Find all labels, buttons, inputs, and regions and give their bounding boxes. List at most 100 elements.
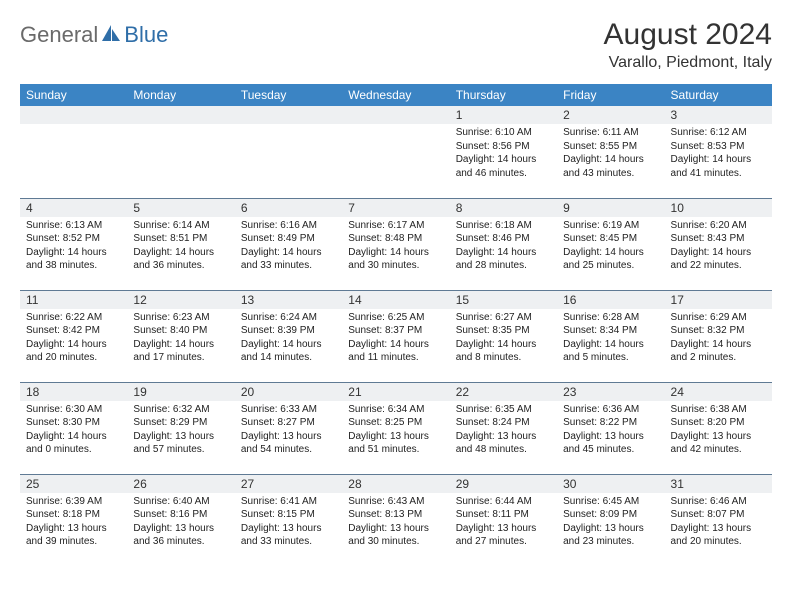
sunset-line: Sunset: 8:39 PM: [241, 324, 336, 338]
calendar-cell: 13Sunrise: 6:24 AMSunset: 8:39 PMDayligh…: [235, 290, 342, 382]
sunset-line: Sunset: 8:42 PM: [26, 324, 121, 338]
day-info: Sunrise: 6:19 AMSunset: 8:45 PMDaylight:…: [557, 217, 664, 275]
day-info: Sunrise: 6:33 AMSunset: 8:27 PMDaylight:…: [235, 401, 342, 459]
sunset-line: Sunset: 8:25 PM: [348, 416, 443, 430]
calendar-cell: 24Sunrise: 6:38 AMSunset: 8:20 PMDayligh…: [665, 382, 772, 474]
day-info: Sunrise: 6:13 AMSunset: 8:52 PMDaylight:…: [20, 217, 127, 275]
daylight-line: Daylight: 14 hours and 0 minutes.: [26, 430, 121, 457]
sunset-line: Sunset: 8:40 PM: [133, 324, 228, 338]
sunset-line: Sunset: 8:48 PM: [348, 232, 443, 246]
sunset-line: Sunset: 8:20 PM: [671, 416, 766, 430]
sunset-line: Sunset: 8:24 PM: [456, 416, 551, 430]
sail-icon: [100, 23, 122, 48]
day-info: Sunrise: 6:34 AMSunset: 8:25 PMDaylight:…: [342, 401, 449, 459]
sunrise-line: Sunrise: 6:33 AM: [241, 403, 336, 417]
calendar-cell: 8Sunrise: 6:18 AMSunset: 8:46 PMDaylight…: [450, 198, 557, 290]
daylight-line: Daylight: 14 hours and 11 minutes.: [348, 338, 443, 365]
sunset-line: Sunset: 8:13 PM: [348, 508, 443, 522]
day-info: Sunrise: 6:30 AMSunset: 8:30 PMDaylight:…: [20, 401, 127, 459]
daylight-line: Daylight: 14 hours and 28 minutes.: [456, 246, 551, 273]
day-number: 17: [665, 291, 772, 309]
sunrise-line: Sunrise: 6:43 AM: [348, 495, 443, 509]
calendar-cell: 12Sunrise: 6:23 AMSunset: 8:40 PMDayligh…: [127, 290, 234, 382]
calendar-cell: 19Sunrise: 6:32 AMSunset: 8:29 PMDayligh…: [127, 382, 234, 474]
daylight-line: Daylight: 13 hours and 30 minutes.: [348, 522, 443, 549]
daylight-line: Daylight: 13 hours and 33 minutes.: [241, 522, 336, 549]
calendar-row: 4Sunrise: 6:13 AMSunset: 8:52 PMDaylight…: [20, 198, 772, 290]
sunrise-line: Sunrise: 6:40 AM: [133, 495, 228, 509]
daylight-line: Daylight: 13 hours and 27 minutes.: [456, 522, 551, 549]
day-number-empty: [235, 106, 342, 124]
sunset-line: Sunset: 8:55 PM: [563, 140, 658, 154]
sunset-line: Sunset: 8:32 PM: [671, 324, 766, 338]
day-number: 11: [20, 291, 127, 309]
sunset-line: Sunset: 8:35 PM: [456, 324, 551, 338]
day-info: Sunrise: 6:18 AMSunset: 8:46 PMDaylight:…: [450, 217, 557, 275]
sunrise-line: Sunrise: 6:10 AM: [456, 126, 551, 140]
weekday-header: Monday: [127, 84, 234, 106]
weekday-header: Sunday: [20, 84, 127, 106]
day-number: 4: [20, 199, 127, 217]
sunrise-line: Sunrise: 6:45 AM: [563, 495, 658, 509]
day-number: 5: [127, 199, 234, 217]
daylight-line: Daylight: 13 hours and 23 minutes.: [563, 522, 658, 549]
brand-text-blue: Blue: [124, 22, 168, 48]
day-number: 29: [450, 475, 557, 493]
sunset-line: Sunset: 8:16 PM: [133, 508, 228, 522]
day-info: Sunrise: 6:40 AMSunset: 8:16 PMDaylight:…: [127, 493, 234, 551]
daylight-line: Daylight: 14 hours and 8 minutes.: [456, 338, 551, 365]
sunrise-line: Sunrise: 6:18 AM: [456, 219, 551, 233]
day-number: 22: [450, 383, 557, 401]
daylight-line: Daylight: 13 hours and 51 minutes.: [348, 430, 443, 457]
header: General Blue August 2024 Varallo, Piedmo…: [20, 18, 772, 72]
day-info: Sunrise: 6:35 AMSunset: 8:24 PMDaylight:…: [450, 401, 557, 459]
sunrise-line: Sunrise: 6:25 AM: [348, 311, 443, 325]
sunrise-line: Sunrise: 6:11 AM: [563, 126, 658, 140]
brand-text-general: General: [20, 22, 98, 48]
day-info: Sunrise: 6:39 AMSunset: 8:18 PMDaylight:…: [20, 493, 127, 551]
sunrise-line: Sunrise: 6:20 AM: [671, 219, 766, 233]
sunrise-line: Sunrise: 6:14 AM: [133, 219, 228, 233]
daylight-line: Daylight: 13 hours and 48 minutes.: [456, 430, 551, 457]
sunrise-line: Sunrise: 6:12 AM: [671, 126, 766, 140]
daylight-line: Daylight: 13 hours and 45 minutes.: [563, 430, 658, 457]
day-number: 1: [450, 106, 557, 124]
day-info: Sunrise: 6:24 AMSunset: 8:39 PMDaylight:…: [235, 309, 342, 367]
daylight-line: Daylight: 14 hours and 36 minutes.: [133, 246, 228, 273]
day-number: 27: [235, 475, 342, 493]
day-number: 12: [127, 291, 234, 309]
sunrise-line: Sunrise: 6:19 AM: [563, 219, 658, 233]
sunrise-line: Sunrise: 6:36 AM: [563, 403, 658, 417]
sunset-line: Sunset: 8:07 PM: [671, 508, 766, 522]
day-info: Sunrise: 6:36 AMSunset: 8:22 PMDaylight:…: [557, 401, 664, 459]
calendar-cell: 20Sunrise: 6:33 AMSunset: 8:27 PMDayligh…: [235, 382, 342, 474]
sunrise-line: Sunrise: 6:17 AM: [348, 219, 443, 233]
location-text: Varallo, Piedmont, Italy: [604, 54, 772, 72]
day-number: 19: [127, 383, 234, 401]
day-info: Sunrise: 6:27 AMSunset: 8:35 PMDaylight:…: [450, 309, 557, 367]
day-number: 9: [557, 199, 664, 217]
calendar-cell: 18Sunrise: 6:30 AMSunset: 8:30 PMDayligh…: [20, 382, 127, 474]
calendar-cell: 4Sunrise: 6:13 AMSunset: 8:52 PMDaylight…: [20, 198, 127, 290]
day-number: 25: [20, 475, 127, 493]
weekday-header-row: SundayMondayTuesdayWednesdayThursdayFrid…: [20, 84, 772, 106]
calendar-cell: 17Sunrise: 6:29 AMSunset: 8:32 PMDayligh…: [665, 290, 772, 382]
day-info: Sunrise: 6:10 AMSunset: 8:56 PMDaylight:…: [450, 124, 557, 182]
daylight-line: Daylight: 14 hours and 38 minutes.: [26, 246, 121, 273]
calendar-cell: 25Sunrise: 6:39 AMSunset: 8:18 PMDayligh…: [20, 474, 127, 566]
sunset-line: Sunset: 8:15 PM: [241, 508, 336, 522]
title-block: August 2024 Varallo, Piedmont, Italy: [604, 18, 772, 72]
daylight-line: Daylight: 14 hours and 43 minutes.: [563, 153, 658, 180]
day-number: 3: [665, 106, 772, 124]
calendar-cell: 10Sunrise: 6:20 AMSunset: 8:43 PMDayligh…: [665, 198, 772, 290]
day-number: 21: [342, 383, 449, 401]
sunrise-line: Sunrise: 6:27 AM: [456, 311, 551, 325]
calendar-cell: 16Sunrise: 6:28 AMSunset: 8:34 PMDayligh…: [557, 290, 664, 382]
day-info: Sunrise: 6:11 AMSunset: 8:55 PMDaylight:…: [557, 124, 664, 182]
day-info: Sunrise: 6:46 AMSunset: 8:07 PMDaylight:…: [665, 493, 772, 551]
day-number: 24: [665, 383, 772, 401]
calendar-row: 25Sunrise: 6:39 AMSunset: 8:18 PMDayligh…: [20, 474, 772, 566]
sunset-line: Sunset: 8:46 PM: [456, 232, 551, 246]
day-number: 7: [342, 199, 449, 217]
sunset-line: Sunset: 8:52 PM: [26, 232, 121, 246]
